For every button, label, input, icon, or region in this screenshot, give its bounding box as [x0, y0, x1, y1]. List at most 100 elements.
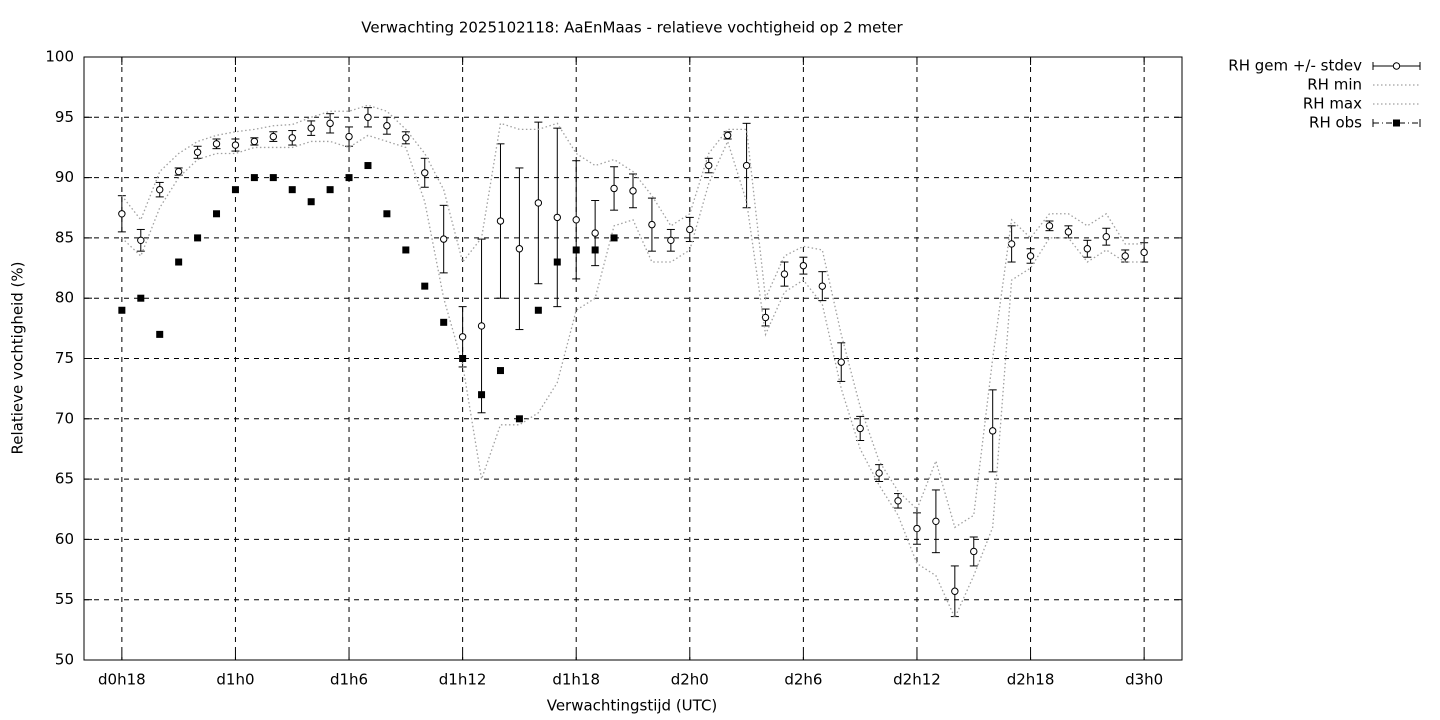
obs-point — [288, 186, 296, 194]
legend-sample — [1392, 62, 1401, 70]
obs-point — [459, 355, 467, 362]
obs-point — [572, 246, 580, 254]
mean-point — [913, 524, 921, 533]
mean-point — [780, 270, 789, 278]
y-tick-label: 100 — [45, 48, 74, 66]
mean-point — [988, 427, 997, 435]
y-tick-label: 55 — [55, 590, 74, 608]
obs-point — [591, 246, 599, 254]
mean-point — [686, 225, 694, 234]
x-tick-label: d2h0 — [671, 671, 709, 689]
mean-point — [1083, 245, 1092, 253]
mean-point — [856, 424, 864, 433]
legend-sample — [1393, 119, 1400, 127]
mean-point — [118, 210, 126, 218]
mean-point — [799, 261, 808, 270]
mean-point — [458, 333, 467, 341]
obs-point — [440, 318, 448, 326]
y-tick-label: 50 — [55, 651, 74, 669]
mean-point — [421, 169, 429, 177]
y-axis-label: Relatieve vochtigheid (%) — [9, 261, 27, 454]
mean-point — [970, 547, 978, 556]
obs-point — [194, 234, 202, 242]
obs-point — [478, 391, 486, 399]
mean-point — [837, 358, 845, 366]
mean-point — [1064, 228, 1073, 236]
obs-point — [515, 415, 523, 423]
mean-point — [1121, 252, 1129, 260]
mean-point — [231, 141, 240, 149]
mean-point — [345, 132, 353, 141]
y-tick-label: 75 — [55, 349, 74, 367]
mean-point — [1102, 232, 1110, 241]
mean-point — [1007, 240, 1016, 248]
x-tick-label: d1h18 — [552, 671, 600, 689]
x-tick-label: d2h18 — [1007, 671, 1055, 689]
mean-point — [174, 167, 183, 176]
obs-point — [610, 234, 618, 242]
y-tick-label: 60 — [55, 530, 74, 548]
mean-point — [572, 216, 580, 224]
y-tick-label: 65 — [55, 470, 74, 488]
mean-point — [212, 140, 221, 148]
x-axis-label: Verwachtingstijd (UTC) — [547, 697, 718, 715]
obs-point — [118, 306, 126, 314]
y-tick-label: 85 — [55, 228, 74, 246]
mean-point — [193, 148, 202, 156]
mean-point — [326, 119, 334, 128]
series-line — [121, 134, 1145, 620]
legend-label: RH min — [1307, 76, 1362, 94]
obs-point — [326, 186, 334, 194]
obs-point — [496, 367, 504, 375]
x-tick-label: d1h12 — [439, 671, 487, 689]
mean-point — [951, 587, 959, 595]
mean-point — [307, 124, 315, 132]
mean-point — [439, 235, 448, 243]
mean-point — [1045, 222, 1054, 230]
mean-point — [515, 245, 524, 253]
mean-point — [667, 236, 675, 245]
x-tick-label: d2h12 — [893, 671, 941, 689]
mean-point — [1140, 248, 1148, 257]
obs-point — [345, 174, 353, 182]
y-tick-label: 70 — [55, 409, 74, 427]
mean-point — [648, 220, 656, 229]
mean-point — [477, 322, 486, 330]
mean-point — [288, 134, 296, 142]
x-tick-label: d1h6 — [330, 671, 368, 689]
mean-point — [156, 185, 164, 194]
mean-point — [591, 229, 599, 237]
mean-point — [894, 497, 902, 505]
obs-point — [137, 294, 145, 302]
mean-point — [137, 236, 145, 245]
obs-point — [364, 162, 372, 170]
y-tick-label: 80 — [55, 289, 74, 307]
chart-title: Verwachting 2025102118: AaEnMaas - relat… — [361, 19, 903, 37]
obs-point — [553, 258, 561, 266]
mean-point — [553, 213, 561, 222]
obs-point — [156, 330, 164, 338]
x-tick-label: d1h0 — [216, 671, 254, 689]
obs-point — [307, 198, 315, 206]
legend-label: RH gem +/- stdev — [1228, 57, 1362, 75]
mean-point — [610, 184, 618, 193]
mean-point — [705, 161, 713, 170]
plot-frame — [83, 56, 1183, 661]
obs-point — [175, 258, 183, 266]
mean-point — [402, 134, 410, 142]
mean-point — [932, 517, 940, 526]
mean-point — [742, 161, 751, 170]
y-tick-label: 95 — [55, 108, 74, 126]
mean-point — [383, 122, 391, 130]
legend-label: RH max — [1303, 95, 1362, 113]
mean-point — [818, 282, 827, 290]
mean-point — [269, 132, 278, 141]
series-line — [121, 104, 1145, 529]
mean-point — [496, 217, 505, 225]
mean-point — [534, 199, 543, 207]
obs-point — [269, 174, 277, 182]
mean-point — [250, 137, 259, 146]
mean-point — [629, 187, 637, 195]
obs-point — [383, 210, 391, 218]
